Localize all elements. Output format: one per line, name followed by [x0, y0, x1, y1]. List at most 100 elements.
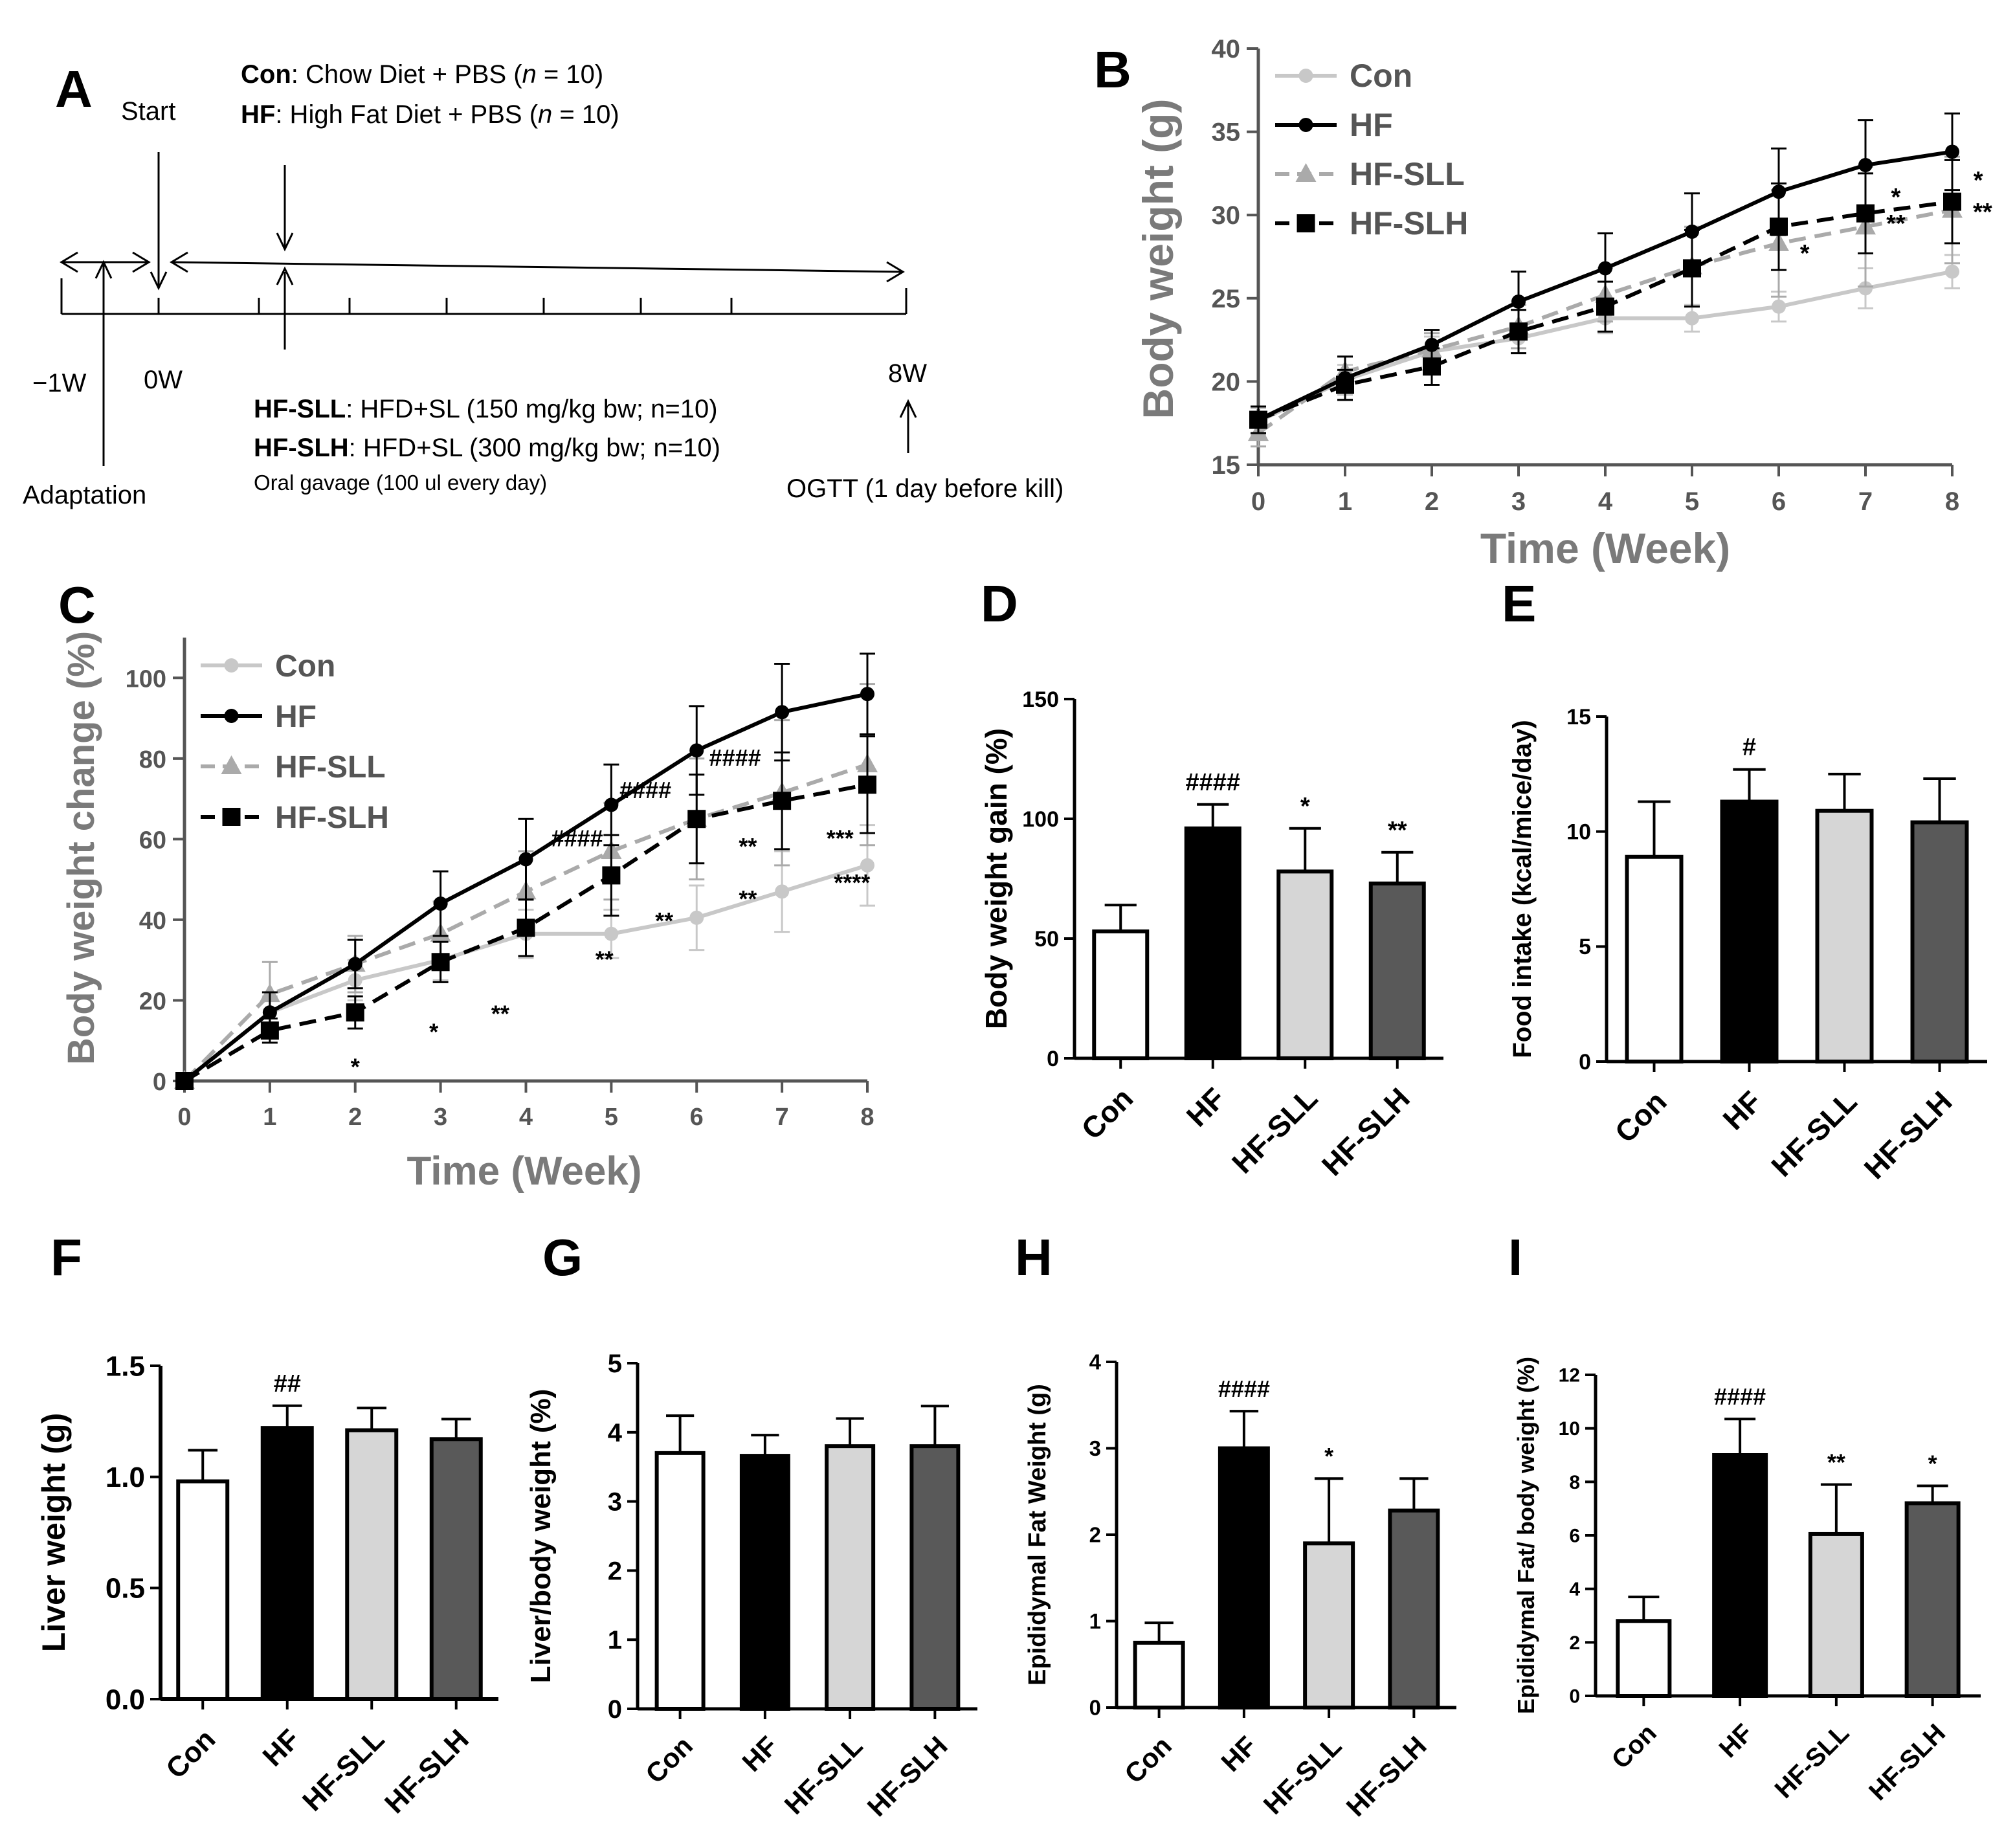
- data-point: [858, 775, 876, 794]
- bar: [345, 1428, 399, 1701]
- data-point: [860, 858, 874, 873]
- y-tick-label: 3: [1089, 1436, 1101, 1460]
- bar: [1712, 1453, 1768, 1698]
- y-tick-label: 150: [1022, 687, 1059, 712]
- significance-mark: *: [1928, 1451, 1937, 1477]
- y-tick-label: 5: [1579, 935, 1591, 959]
- x-axis-title: Time (Week): [1480, 524, 1730, 572]
- y-tick-label: 20: [1212, 368, 1241, 396]
- y-tick-label: 20: [139, 988, 166, 1015]
- legend-entry-con: Con: [201, 649, 335, 684]
- legend-marker: [221, 755, 242, 774]
- data-point: [860, 687, 874, 702]
- data-point: [773, 792, 792, 810]
- tick-minus1w: −1W: [32, 369, 87, 397]
- data-point: [517, 918, 535, 937]
- panel-b-body-weight-chart: B 15 20 25 30 35 40 0 1 2 3 4 5 6 7 8 Time (Week) Body we…: [1094, 35, 1992, 572]
- y-tick-label: 15: [1212, 451, 1241, 480]
- y-tick-label: 8: [1569, 1472, 1580, 1493]
- panel-label-e: E: [1502, 575, 1536, 632]
- significance-mark: *: [1300, 793, 1310, 820]
- significance-mark: **: [596, 946, 614, 972]
- x-tick-label: 3: [1511, 487, 1526, 516]
- y-tick-label: 100: [1022, 807, 1059, 832]
- data-point: [604, 797, 619, 812]
- y-tick-label: 0.0: [106, 1684, 145, 1715]
- y-tick-label: 10: [1559, 1418, 1580, 1440]
- data-point: [1685, 311, 1699, 326]
- y-axis-title: Epididymal Fat/ body weight (%): [1513, 1357, 1539, 1714]
- data-point: [1858, 158, 1873, 173]
- y-tick-label: 2: [1569, 1632, 1580, 1654]
- y-tick-label: 80: [139, 746, 166, 774]
- data-point: [1943, 192, 1961, 211]
- panel-label-a: A: [55, 60, 93, 118]
- bar-group-con: Con: [1607, 1596, 1672, 1774]
- data-point: [1772, 184, 1786, 199]
- y-tick-label: 30: [1212, 201, 1241, 230]
- legend-label: HF-SLH: [275, 801, 389, 835]
- legend-marker: [1295, 163, 1317, 182]
- legend-label: Con: [275, 649, 335, 684]
- y-tick-label: 4: [1089, 1350, 1102, 1374]
- y-tick-label: 2: [608, 1557, 622, 1585]
- legend-marker: [222, 808, 241, 826]
- bar: [1368, 881, 1426, 1061]
- y-tick-label: 1: [608, 1626, 622, 1654]
- panel-label-c: C: [58, 576, 96, 634]
- significance-mark: ####: [619, 777, 671, 803]
- significance-mark: **: [1827, 1449, 1845, 1475]
- x-tick-label: 1: [1338, 487, 1352, 516]
- significance-mark: ##: [274, 1370, 301, 1397]
- adaptation-label: Adaptation: [23, 481, 146, 509]
- significance-mark: **: [491, 1000, 509, 1027]
- x-tick-label: 1: [263, 1104, 276, 1131]
- bar: [1616, 1619, 1672, 1698]
- x-tick-label: 5: [605, 1104, 618, 1131]
- start-label: Start: [121, 97, 175, 126]
- y-tick-label: 15: [1566, 705, 1591, 729]
- data-point: [775, 884, 790, 899]
- significance-mark: ****: [834, 869, 870, 896]
- bar: [1133, 1640, 1185, 1709]
- x-tick-label: 7: [775, 1104, 789, 1131]
- y-axis-title: Liver weight (g): [36, 1413, 72, 1652]
- data-point: [262, 1005, 277, 1020]
- data-point: [775, 705, 790, 720]
- data-point: [1772, 299, 1786, 314]
- bar: [1276, 869, 1334, 1061]
- data-point: [1685, 224, 1699, 239]
- bar: [739, 1454, 790, 1711]
- panel-label-i: I: [1508, 1229, 1522, 1286]
- bar: [1303, 1541, 1355, 1710]
- legend-label: Con: [1350, 58, 1412, 94]
- x-axis-title: Time (Week): [407, 1149, 642, 1194]
- x-tick-label: 5: [1685, 487, 1699, 516]
- group-hfsll-name: HF-SLL: [254, 395, 346, 423]
- legend-label: HF-SLL: [275, 750, 386, 785]
- legend-entry-hf-slh: HF-SLH: [201, 801, 389, 835]
- y-tick-label: 40: [139, 907, 166, 935]
- y-tick-label: 0: [1047, 1047, 1059, 1071]
- tick-0w: 0W: [144, 366, 183, 394]
- bar-group-hf: HF####: [1215, 1375, 1270, 1777]
- bar: [825, 1444, 876, 1711]
- legend-marker: [224, 658, 239, 673]
- y-tick-label: 1.0: [106, 1462, 145, 1493]
- data-point: [689, 910, 704, 925]
- significance-mark: **: [1973, 199, 1992, 226]
- y-tick-label: 1: [1089, 1609, 1101, 1633]
- panel-label-b: B: [1094, 41, 1131, 98]
- y-tick-label: 4: [1569, 1579, 1580, 1600]
- significance-mark: *: [1800, 240, 1810, 267]
- legend-marker: [1298, 118, 1313, 132]
- bar: [176, 1479, 230, 1702]
- bar: [1720, 799, 1779, 1064]
- bar: [1218, 1446, 1270, 1709]
- y-axis-title: Body weight change (%): [60, 631, 102, 1065]
- bar: [1904, 1501, 1961, 1698]
- timeline-lines: [60, 152, 917, 466]
- significance-mark: ####: [709, 744, 761, 771]
- y-tick-label: 0: [1569, 1686, 1580, 1708]
- tick-8w: 8W: [888, 359, 927, 388]
